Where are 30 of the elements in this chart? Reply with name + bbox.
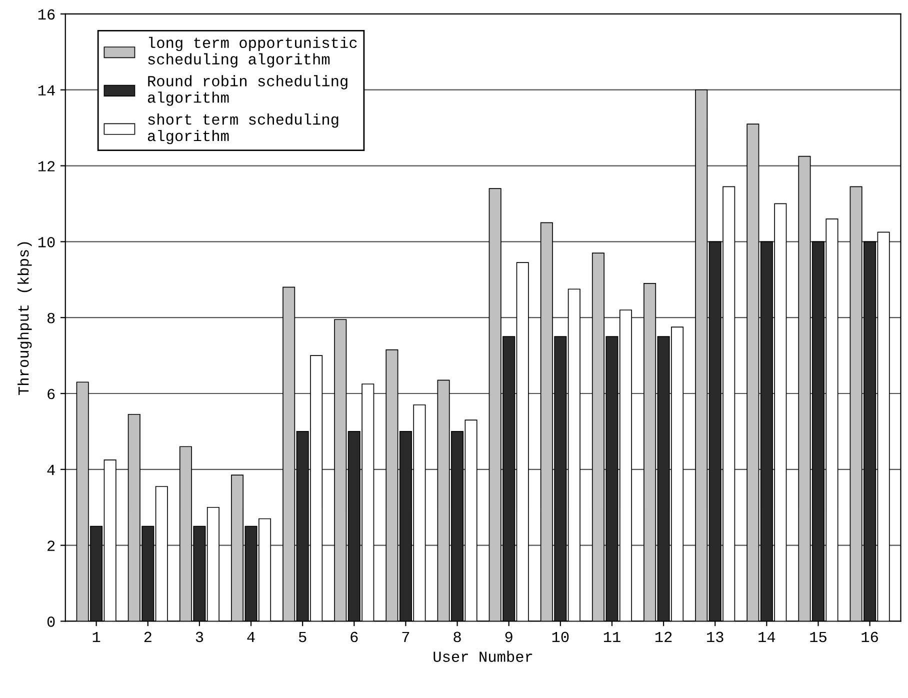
y-tick-label: 6: [48, 388, 55, 400]
legend-label: Round robin scheduling algorithm: [148, 75, 348, 106]
x-tick-label: 4: [247, 632, 255, 642]
y-tick-label: 10: [38, 237, 55, 248]
x-tick-label: 14: [758, 632, 776, 642]
y-tick-label: 2: [48, 540, 55, 551]
x-tick-label: 9: [505, 632, 512, 642]
x-tick-label: 3: [196, 632, 204, 642]
x-tick-label: 5: [298, 632, 306, 642]
x-axis-title: User Number: [434, 650, 532, 662]
x-tick-label: 8: [454, 632, 461, 642]
y-tick-label: 14: [38, 85, 55, 96]
x-tick-label: 1: [92, 632, 100, 642]
y-tick-label: 4: [47, 464, 55, 475]
x-tick-label: 7: [402, 632, 410, 642]
x-tick-label: 2: [144, 632, 152, 642]
x-tick-label: 12: [655, 632, 672, 642]
y-tick-label: 16: [38, 9, 55, 20]
legend-label: short term scheduling algorithm: [148, 113, 338, 144]
x-tick-label: 6: [350, 632, 358, 642]
y-axis-title: Throughput (kbps): [18, 242, 32, 395]
x-tick-label: 11: [604, 632, 620, 642]
x-tick-label: 16: [862, 632, 878, 642]
x-tick-label: 13: [707, 632, 724, 642]
legend-label: long term opportunistic scheduling algorithm: [148, 36, 357, 68]
y-tick-label: 12: [38, 161, 55, 172]
y-tick-label: 0: [47, 616, 55, 627]
y-tick-label: 8: [47, 312, 55, 324]
x-tick-label: 15: [810, 632, 826, 642]
x-tick-label: 10: [552, 632, 569, 642]
